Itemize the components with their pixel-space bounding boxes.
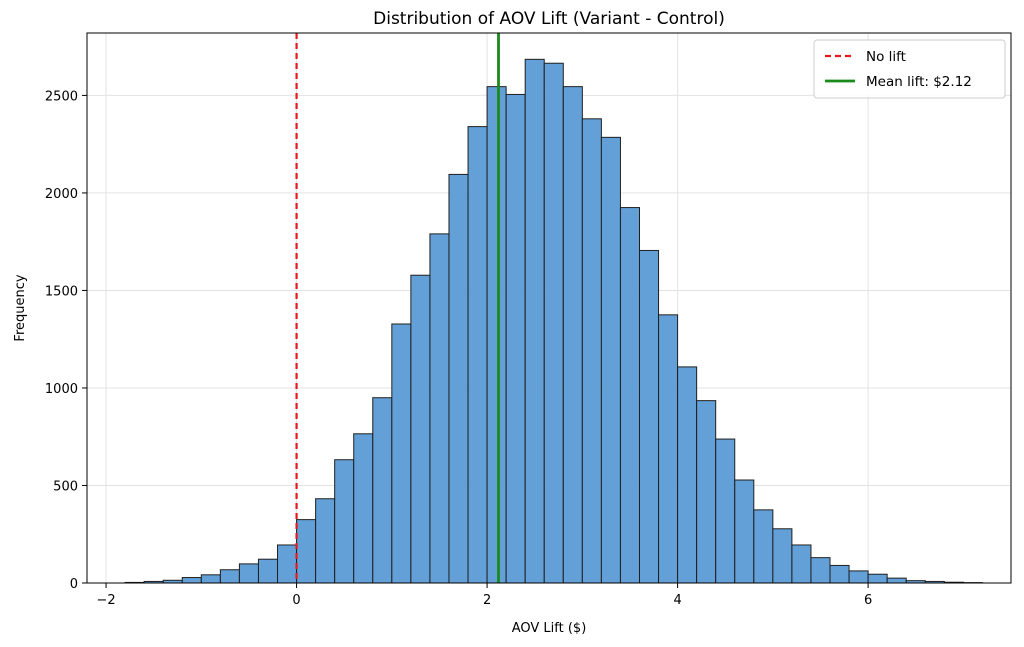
histogram-bar bbox=[658, 314, 679, 584]
x-tick-label: 6 bbox=[864, 593, 872, 608]
histogram-bar bbox=[524, 58, 545, 584]
histogram-bar bbox=[296, 519, 317, 584]
plot-frame bbox=[86, 32, 1012, 584]
histogram-bar bbox=[886, 577, 907, 584]
y-tick-label: 500 bbox=[53, 479, 78, 494]
histogram-bar bbox=[619, 207, 640, 584]
histogram-bar bbox=[562, 86, 583, 584]
histogram-bar bbox=[486, 86, 507, 584]
histogram-bar bbox=[600, 136, 621, 584]
legend: No lift Mean lift: $2.12 bbox=[813, 39, 1006, 99]
x-axis-label: AOV Lift ($) bbox=[512, 621, 587, 636]
legend-label-no-lift: No lift bbox=[866, 49, 906, 65]
y-tick-label: 0 bbox=[70, 577, 78, 592]
histogram-bar bbox=[848, 570, 869, 584]
x-tick-label: −2 bbox=[96, 593, 115, 608]
histogram-bar bbox=[353, 433, 374, 584]
histogram-bar bbox=[734, 479, 755, 584]
x-tick-label: 0 bbox=[292, 593, 300, 608]
histogram-bar bbox=[829, 564, 850, 584]
histogram-bar bbox=[238, 563, 259, 584]
histogram-bar bbox=[391, 323, 412, 584]
histogram-bar bbox=[277, 544, 298, 584]
histogram-bar bbox=[334, 459, 355, 584]
y-axis-ticks: 0 500 1000 1500 2000 2500 bbox=[45, 89, 87, 592]
histogram-bar bbox=[638, 249, 660, 584]
histogram-bar bbox=[257, 558, 279, 584]
histogram-bar bbox=[181, 577, 202, 584]
histogram-bar bbox=[448, 173, 469, 584]
legend-box bbox=[813, 39, 1006, 99]
x-axis-ticks: −2 0 2 4 6 bbox=[96, 583, 872, 608]
y-axis-label: Frequency bbox=[13, 274, 28, 341]
histogram-bar bbox=[715, 438, 736, 584]
histogram-bar bbox=[467, 126, 488, 584]
histogram-bar bbox=[867, 573, 888, 584]
y-tick-label: 2500 bbox=[45, 89, 78, 104]
histogram-bar bbox=[677, 366, 698, 584]
histogram-bar bbox=[581, 118, 602, 584]
histogram-bar bbox=[772, 528, 793, 584]
histogram-bar bbox=[543, 62, 564, 584]
y-tick-label: 1000 bbox=[45, 382, 78, 397]
x-tick-label: 2 bbox=[483, 593, 491, 608]
histogram-bar bbox=[810, 557, 831, 584]
histogram-bar bbox=[315, 498, 336, 584]
y-tick-label: 1500 bbox=[45, 284, 78, 299]
histogram-bar bbox=[753, 509, 774, 584]
histogram-bar bbox=[372, 397, 393, 584]
legend-label-mean-lift: Mean lift: $2.12 bbox=[866, 74, 972, 90]
histogram-bar bbox=[219, 569, 240, 584]
chart-title: Distribution of AOV Lift (Variant - Cont… bbox=[373, 9, 725, 29]
histogram-bars bbox=[124, 58, 983, 584]
histogram-bar bbox=[505, 93, 526, 584]
y-tick-label: 2000 bbox=[45, 187, 78, 202]
histogram-bar bbox=[429, 233, 450, 584]
reference-lines bbox=[295, 33, 500, 583]
histogram-bar bbox=[791, 544, 812, 584]
histogram-bar bbox=[410, 274, 431, 584]
histogram-bar bbox=[696, 400, 717, 584]
histogram-bar bbox=[200, 574, 221, 584]
x-tick-label: 4 bbox=[673, 593, 681, 608]
